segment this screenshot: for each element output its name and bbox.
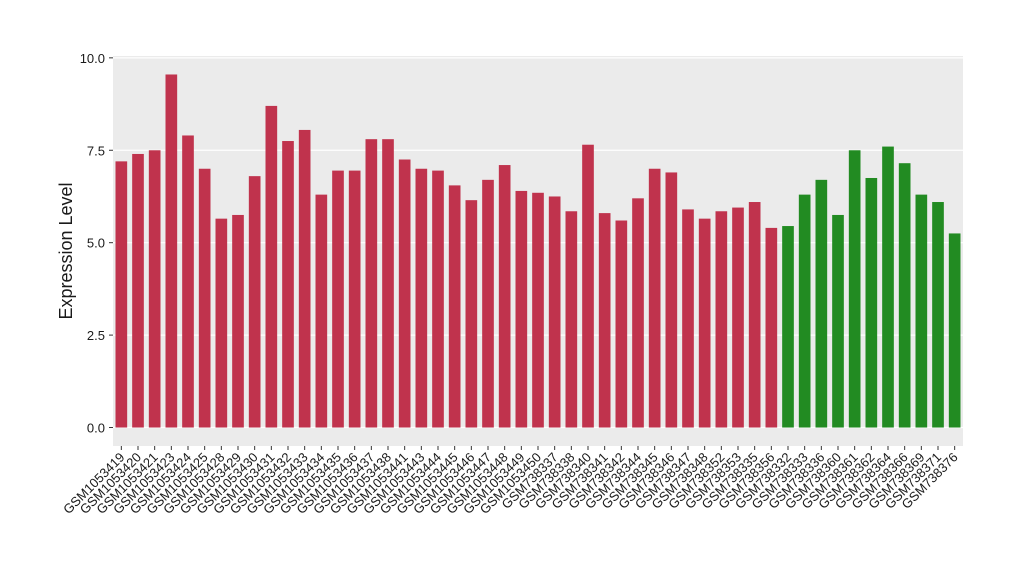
bar: [415, 168, 428, 428]
bar: [432, 170, 444, 428]
bar: [798, 194, 811, 428]
bar: [832, 214, 844, 428]
bar: [582, 144, 594, 428]
bar: [182, 135, 194, 428]
bar: [932, 202, 944, 428]
bar: [332, 170, 344, 428]
y-tick-label: 2.5: [87, 328, 105, 343]
bar: [915, 194, 928, 428]
y-tick-label: 0.0: [87, 421, 105, 436]
bar: [515, 190, 528, 428]
bar: [715, 211, 728, 428]
bar: [398, 159, 411, 428]
bar: [132, 153, 144, 428]
y-axis-label: Expression Level: [56, 182, 76, 319]
bar: [865, 177, 878, 428]
y-tick-label: 7.5: [87, 143, 105, 158]
bar: [348, 170, 361, 428]
bar: [732, 207, 744, 428]
bar: [498, 165, 511, 428]
bar: [115, 161, 128, 428]
bar: [198, 168, 211, 428]
bar: [548, 196, 561, 428]
bar: [615, 220, 628, 428]
bar: [232, 214, 244, 428]
bar: [898, 163, 911, 428]
bar: [882, 146, 894, 428]
bar: [682, 209, 694, 428]
bar: [248, 176, 261, 428]
bar: [665, 172, 678, 428]
bar: [282, 141, 294, 428]
bar: [782, 226, 794, 428]
bar: [748, 202, 761, 428]
bar: [298, 129, 311, 428]
bar: [632, 198, 644, 428]
bar: [365, 139, 378, 428]
y-tick-label: 5.0: [87, 236, 105, 251]
bar: [482, 179, 494, 428]
bar: [165, 74, 178, 428]
bar: [532, 192, 544, 428]
bar: [698, 218, 711, 428]
bar: [848, 150, 861, 428]
bar: [448, 185, 461, 428]
bar: [648, 168, 661, 428]
bar: [382, 139, 394, 428]
bar: [148, 150, 161, 428]
y-tick-label: 10.0: [80, 51, 105, 66]
bar: [815, 179, 828, 428]
bar: [598, 213, 611, 428]
bar: [948, 233, 961, 428]
bar: [215, 218, 228, 428]
bar: [465, 200, 478, 428]
bar: [315, 194, 328, 428]
bar: [765, 227, 778, 428]
bar: [265, 105, 278, 428]
bar: [565, 211, 578, 428]
